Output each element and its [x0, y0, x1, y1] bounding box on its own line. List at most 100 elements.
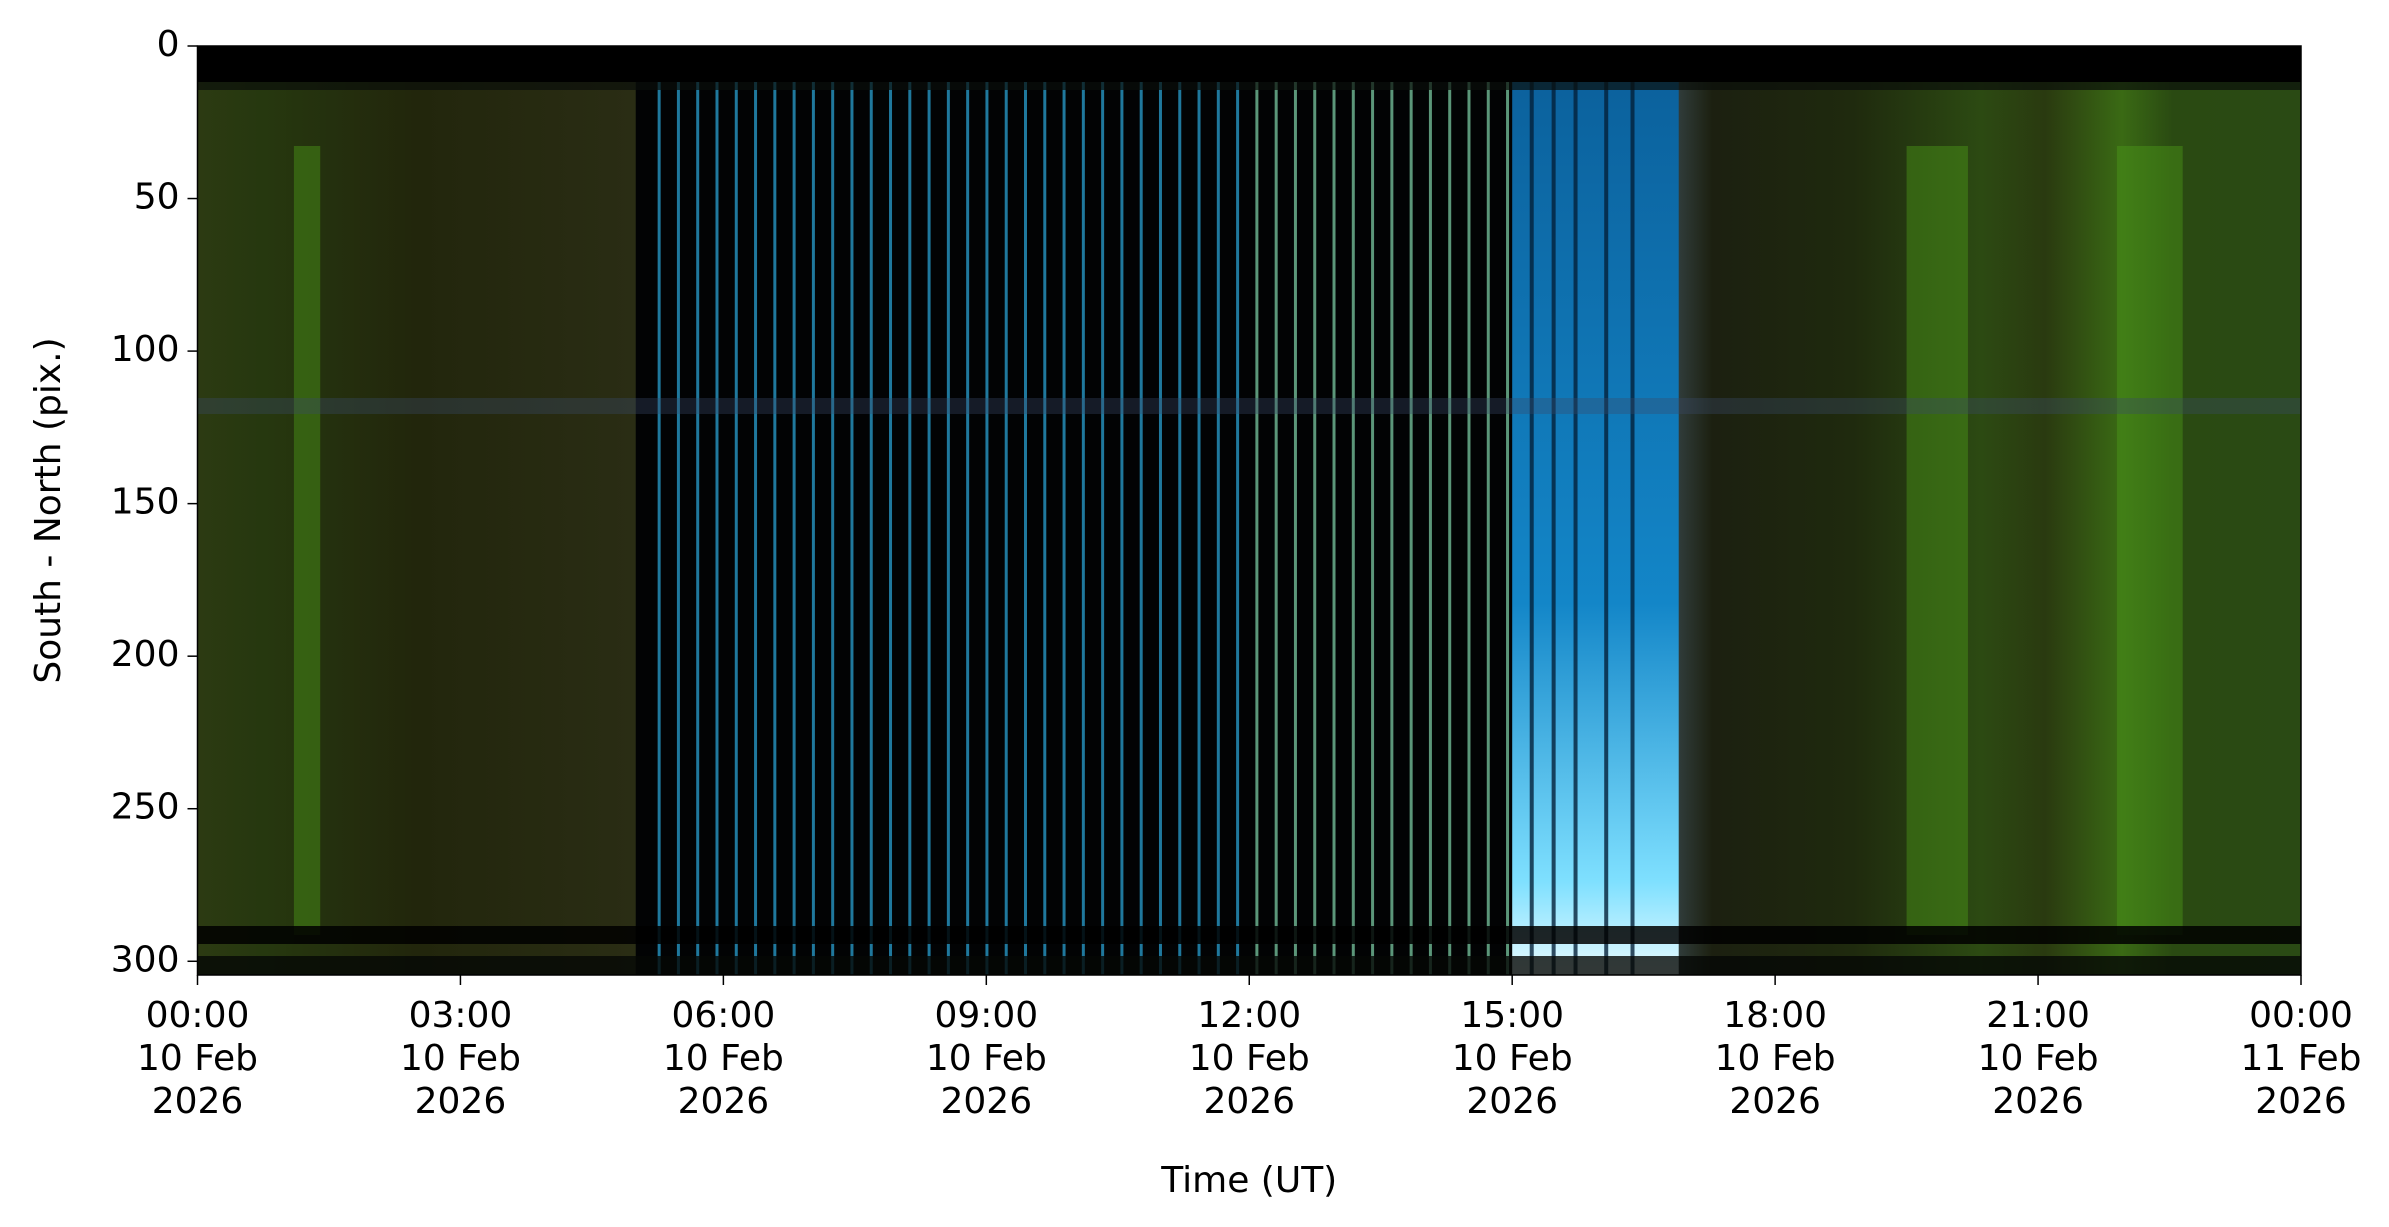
x-tick-label: 10 Feb — [1189, 1038, 1310, 1079]
image-streak — [1158, 46, 1162, 975]
image-streak — [985, 46, 989, 975]
image-band — [197, 956, 2301, 975]
image-streak — [1448, 46, 1452, 975]
image-streak — [1178, 46, 1182, 975]
y-tick-label: 250 — [111, 787, 180, 828]
image-streak — [1467, 46, 1471, 975]
x-tick-label: 10 Feb — [1452, 1038, 1573, 1079]
x-tick-label: 2026 — [941, 1081, 1033, 1122]
x-tick-label: 00:00 — [146, 995, 250, 1036]
image-streak — [1486, 46, 1490, 975]
keogram-image — [197, 46, 2301, 975]
image-streak — [1906, 146, 1968, 935]
x-tick-label: 2026 — [678, 1081, 770, 1122]
image-streak — [1313, 46, 1317, 975]
image-streak — [811, 46, 815, 975]
image-streak — [889, 46, 893, 975]
image-streak — [927, 46, 931, 975]
image-streak — [676, 46, 680, 975]
x-tick-label: 18:00 — [1723, 995, 1827, 1036]
x-tick-label: 10 Feb — [1978, 1038, 2099, 1079]
image-streak — [1351, 46, 1355, 975]
image-band — [197, 926, 2301, 944]
x-tick-label: 15:00 — [1460, 995, 1564, 1036]
image-streak — [696, 46, 700, 975]
x-tick-label: 10 Feb — [663, 1038, 784, 1079]
image-streak — [1506, 46, 1510, 975]
image-streak — [1081, 46, 1085, 975]
x-tick-label: 10 Feb — [1715, 1038, 1836, 1079]
image-streak — [1529, 46, 1534, 975]
x-tick-label: 2026 — [1729, 1081, 1821, 1122]
image-streak — [1630, 46, 1635, 975]
x-tick-label: 2026 — [1203, 1081, 1295, 1122]
image-streak — [1024, 46, 1028, 975]
image-streak — [715, 46, 719, 975]
x-tick-label: 06:00 — [672, 995, 776, 1036]
x-tick-label: 09:00 — [934, 995, 1038, 1036]
image-streak — [1551, 46, 1556, 975]
image-streak — [1062, 46, 1066, 975]
x-tick-label: 10 Feb — [400, 1038, 521, 1079]
x-tick-label: 03:00 — [409, 995, 513, 1036]
y-tick-label: 300 — [111, 939, 180, 980]
image-streak — [1101, 46, 1105, 975]
image-streak — [966, 46, 970, 975]
image-streak — [1371, 46, 1375, 975]
image-streak — [1390, 46, 1394, 975]
x-tick-label: 12:00 — [1197, 995, 1301, 1036]
x-tick-label: 00:00 — [2249, 995, 2353, 1036]
x-tick-label: 21:00 — [1986, 995, 2090, 1036]
image-streak — [869, 46, 873, 975]
x-tick-label: 10 Feb — [137, 1038, 258, 1079]
x-tick-label: 2026 — [1992, 1081, 2084, 1122]
image-streak — [1004, 46, 1008, 975]
image-streak — [1332, 46, 1336, 975]
image-streak — [1120, 46, 1124, 975]
image-band — [197, 82, 2301, 90]
x-tick-label: 2026 — [1466, 1081, 1558, 1122]
x-tick-label: 2026 — [415, 1081, 507, 1122]
image-streak — [1139, 46, 1143, 975]
image-streak — [1409, 46, 1413, 975]
image-band — [197, 46, 2301, 82]
y-tick-label: 0 — [157, 24, 180, 65]
image-region — [1512, 46, 1679, 975]
image-streak — [1293, 46, 1297, 975]
image-streak — [657, 46, 661, 975]
image-streak — [831, 46, 835, 975]
x-axis-label: Time (UT) — [1160, 1160, 1337, 1201]
y-tick-label: 200 — [111, 634, 180, 675]
image-streak — [293, 146, 321, 935]
image-streak — [773, 46, 777, 975]
image-streak — [792, 46, 796, 975]
image-streak — [1043, 46, 1047, 975]
y-tick-label: 50 — [134, 177, 180, 218]
y-tick-label: 150 — [111, 482, 180, 523]
image-streak — [1274, 46, 1278, 975]
image-band — [197, 398, 2301, 414]
y-axis-label: South - North (pix.) — [28, 337, 69, 683]
image-streak — [1604, 46, 1609, 975]
image-streak — [2152, 146, 2183, 935]
image-region — [197, 46, 636, 975]
image-streak — [754, 46, 758, 975]
image-streak — [908, 46, 912, 975]
image-streak — [1428, 46, 1432, 975]
image-streak — [1197, 46, 1201, 975]
image-streak — [2116, 146, 2153, 935]
image-streak — [1573, 46, 1578, 975]
image-region — [1661, 46, 2301, 975]
x-tick-label: 2026 — [2255, 1081, 2347, 1122]
image-streak — [1236, 46, 1240, 975]
x-tick-label: 11 Feb — [2241, 1038, 2362, 1079]
image-streak — [1255, 46, 1259, 975]
x-tick-label: 10 Feb — [926, 1038, 1047, 1079]
image-streak — [850, 46, 854, 975]
y-tick-label: 100 — [111, 329, 180, 370]
image-streak — [1216, 46, 1220, 975]
image-streak — [734, 46, 738, 975]
x-tick-label: 2026 — [152, 1081, 244, 1122]
image-streak — [946, 46, 950, 975]
